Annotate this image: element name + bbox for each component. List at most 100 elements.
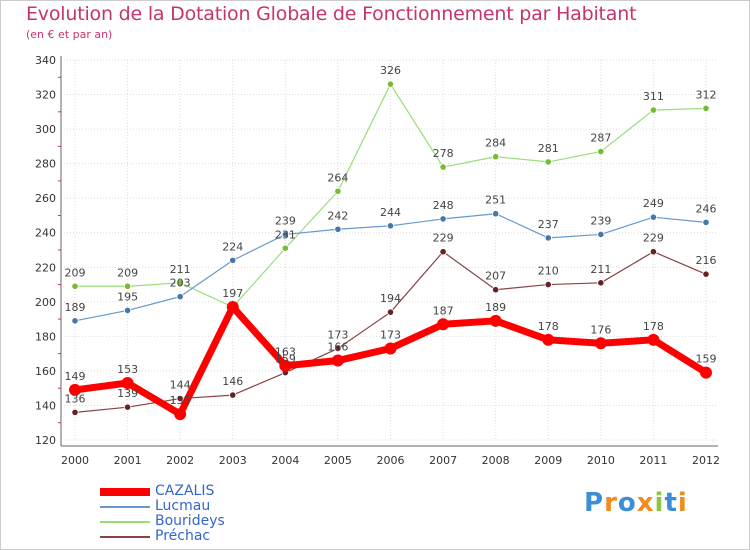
data-point <box>384 342 397 355</box>
data-label: 178 <box>538 320 559 333</box>
data-point <box>544 280 552 289</box>
data-point <box>492 153 500 161</box>
series-cazalis <box>69 301 712 421</box>
chart-subtitle: (en € et par an) <box>26 28 113 41</box>
data-point <box>439 163 447 171</box>
series-lucmau <box>71 210 710 325</box>
brand-letter: r <box>604 488 618 518</box>
data-label: 166 <box>327 341 348 354</box>
data-point <box>649 106 658 114</box>
y-tick-label: 240 <box>35 227 56 240</box>
y-tick-label: 280 <box>35 158 56 171</box>
y-tick-label: 340 <box>35 54 56 67</box>
data-label: 209 <box>117 266 138 279</box>
data-point <box>594 337 607 350</box>
y-tick-label: 200 <box>35 296 56 309</box>
legend-swatch <box>100 520 150 523</box>
data-label: 139 <box>117 387 138 400</box>
data-point <box>334 187 342 195</box>
data-label: 207 <box>485 270 506 283</box>
brand-letter: P <box>584 488 605 518</box>
legend-swatch <box>100 535 150 538</box>
data-label: 311 <box>643 90 664 103</box>
data-label: 211 <box>590 263 611 276</box>
data-label: 203 <box>170 277 191 290</box>
data-label: 163 <box>275 346 296 359</box>
data-point <box>279 359 292 372</box>
data-point <box>544 234 552 242</box>
data-point <box>123 282 132 290</box>
data-label: 281 <box>538 142 559 155</box>
data-label: 278 <box>433 147 454 160</box>
data-point <box>229 391 237 399</box>
data-point <box>386 308 395 316</box>
y-tick-label: 320 <box>35 89 56 102</box>
data-point <box>334 344 342 353</box>
data-point <box>176 279 184 287</box>
data-label: 264 <box>327 171 348 184</box>
data-label: 194 <box>380 292 401 305</box>
data-label: 135 <box>170 394 191 407</box>
data-label: 237 <box>538 218 559 231</box>
data-label: 197 <box>222 287 243 300</box>
data-label: 229 <box>643 232 664 245</box>
data-point <box>437 318 450 331</box>
data-point <box>597 230 605 239</box>
legend-swatch <box>100 505 150 508</box>
legend-item-préchac: Préchac <box>100 529 225 544</box>
chart-legend: CAZALIS Lucmau Bourideys Préchac <box>100 484 225 544</box>
data-point <box>544 158 552 166</box>
legend-label: Lucmau <box>155 498 211 514</box>
legend-label: Préchac <box>155 528 211 544</box>
data-point <box>702 104 710 112</box>
brand-letter: o <box>617 488 637 518</box>
data-point <box>386 80 395 88</box>
data-label: 173 <box>327 328 348 341</box>
data-label: 159 <box>275 353 296 366</box>
proxiti-logo: Proxiti <box>584 488 688 518</box>
data-label: 149 <box>65 370 86 383</box>
data-label: 239 <box>275 214 296 227</box>
data-label: 210 <box>538 265 559 278</box>
brand-letter: i <box>654 488 665 518</box>
data-label: 229 <box>433 232 454 245</box>
y-tick-label: 220 <box>35 261 56 274</box>
data-point <box>226 301 239 313</box>
data-point <box>597 147 605 156</box>
brand-letter: i <box>677 488 688 518</box>
data-point <box>69 383 81 396</box>
x-tick-label: 2012 <box>692 454 720 467</box>
data-label: 146 <box>222 375 243 388</box>
y-tick-label: 140 <box>35 399 56 412</box>
brand-letter: t <box>664 488 678 518</box>
data-point <box>176 394 184 403</box>
data-label: 312 <box>696 88 717 101</box>
legend-item-cazalis: CAZALIS <box>100 484 225 499</box>
data-point <box>229 256 237 264</box>
data-label: 176 <box>590 323 611 336</box>
data-point <box>492 210 500 218</box>
data-point <box>649 213 658 221</box>
data-label: 173 <box>380 328 401 341</box>
data-point <box>702 270 710 278</box>
x-tick-label: 2009 <box>534 454 562 467</box>
data-point <box>489 314 502 327</box>
chart-title: Evolution de la Dotation Globale de Fonc… <box>26 3 637 25</box>
brand-letter: x <box>636 488 655 518</box>
data-point <box>647 333 660 346</box>
data-label: 249 <box>643 197 664 210</box>
y-tick-label: 120 <box>35 434 56 447</box>
legend-item-bourideys: Bourideys <box>100 514 225 529</box>
x-tick-label: 2001 <box>114 454 142 467</box>
data-label: 144 <box>170 379 191 392</box>
data-label: 287 <box>590 132 611 145</box>
data-point <box>121 377 134 389</box>
data-label: 178 <box>643 320 664 333</box>
data-point <box>176 293 184 301</box>
x-tick-label: 2008 <box>482 454 510 467</box>
data-label: 246 <box>696 202 717 215</box>
data-label: 216 <box>696 254 717 267</box>
x-tick-label: 2000 <box>61 454 89 467</box>
data-point <box>702 218 710 226</box>
